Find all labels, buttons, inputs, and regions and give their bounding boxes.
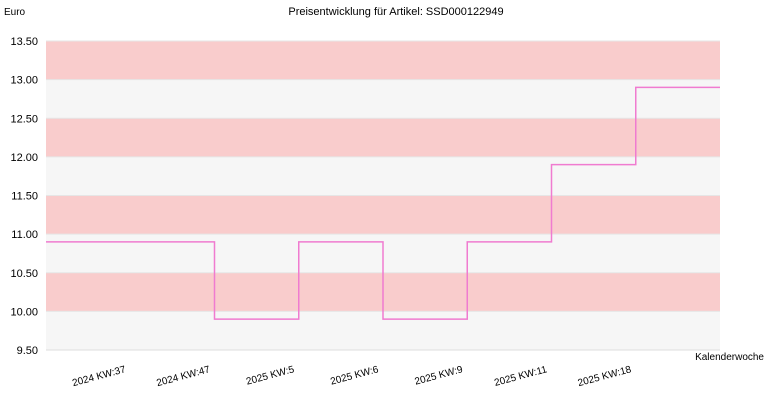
band [46, 118, 720, 157]
y-axis-label: Euro [4, 7, 26, 18]
x-tick-label: 2025 KW:11 [493, 364, 549, 389]
price-line [46, 86, 720, 320]
y-tick-label: 11.50 [11, 191, 38, 203]
band [46, 156, 720, 196]
y-tick-label: 11.00 [11, 229, 38, 241]
y-tick-label: 12.00 [10, 152, 38, 164]
y-tick-label: 13.00 [10, 75, 38, 87]
x-tick-label: 2024 KW:37 [71, 364, 127, 389]
x-tick-label: 2025 KW:5 [245, 364, 296, 387]
y-tick-label: 12.50 [10, 113, 38, 125]
x-tick-label: 2025 KW:6 [329, 364, 380, 387]
x-axis-label: Kalenderwoche [695, 352, 764, 363]
y-tick-label: 9.50 [17, 345, 38, 357]
x-tick-label: 2024 KW:47 [155, 364, 211, 389]
y-tick-label: 10.50 [10, 268, 38, 280]
band [46, 41, 720, 80]
band [46, 79, 720, 119]
chart-title: Preisentwicklung für Artikel: SSD0001229… [288, 6, 503, 18]
y-tick-label: 13.50 [10, 36, 38, 48]
bands [46, 41, 720, 350]
band [46, 195, 720, 235]
y-tick-label: 10.00 [10, 306, 38, 318]
x-tick-label: 2025 KW:9 [414, 364, 465, 387]
x-tick-label: 2025 KW:18 [577, 364, 633, 389]
